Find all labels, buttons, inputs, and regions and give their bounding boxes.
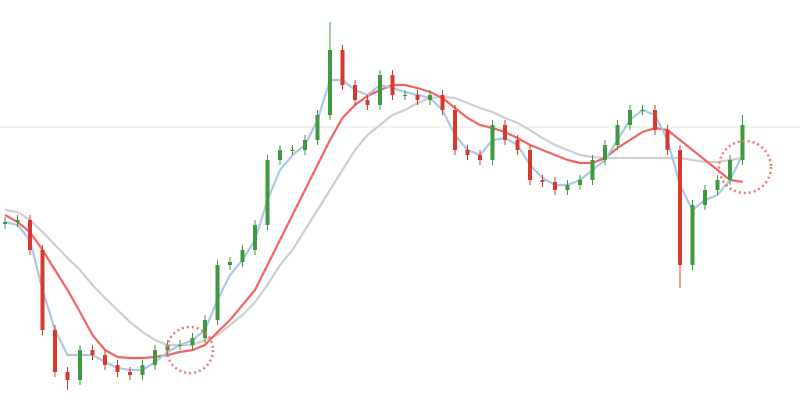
candle-body xyxy=(640,110,645,111)
candle-body xyxy=(578,180,582,185)
candle-body xyxy=(190,338,195,345)
moving-average-line xyxy=(4,78,744,372)
candle-body xyxy=(90,350,95,355)
candle-body xyxy=(703,190,707,205)
candle-body xyxy=(128,372,132,375)
candle-body xyxy=(215,265,220,320)
moving-average-line xyxy=(4,83,743,360)
candle-body xyxy=(540,180,545,182)
candle-body xyxy=(740,125,745,160)
candle-body xyxy=(353,85,357,100)
candle-body xyxy=(78,350,82,380)
candle-body xyxy=(515,140,520,150)
candle-body xyxy=(340,50,345,85)
candle-body xyxy=(415,95,420,100)
candle-body xyxy=(315,115,320,140)
candle-body xyxy=(228,262,232,265)
candle-body xyxy=(503,125,507,140)
candle-body xyxy=(140,365,145,375)
candle-body xyxy=(265,160,270,225)
candle-body xyxy=(103,355,107,365)
candle-body xyxy=(240,250,245,262)
candle-body xyxy=(178,345,182,346)
candle-body xyxy=(390,75,395,95)
highlight-circle xyxy=(717,139,773,195)
candle-body xyxy=(615,125,620,145)
candle-body xyxy=(115,365,120,372)
candle-body xyxy=(628,110,632,125)
candle-body xyxy=(590,160,595,180)
highlight-circle xyxy=(165,325,215,375)
candle-body xyxy=(440,95,445,110)
candle-body xyxy=(278,150,282,160)
candle-body xyxy=(653,110,657,130)
candle-body xyxy=(165,345,170,350)
candle-body xyxy=(403,95,407,96)
candle-body xyxy=(203,320,207,338)
candle-body xyxy=(565,185,570,190)
candle-body xyxy=(40,250,45,330)
candle-body xyxy=(253,225,257,250)
candle-body xyxy=(665,130,670,150)
candle-body xyxy=(65,372,70,380)
candle-body xyxy=(553,182,557,190)
candle-body xyxy=(603,145,607,160)
candle-body xyxy=(378,75,382,105)
candle-body xyxy=(428,95,432,100)
candle-body xyxy=(28,220,32,250)
candle-body xyxy=(3,222,7,224)
moving-average-line xyxy=(4,95,743,347)
candle-body xyxy=(690,205,695,265)
candle-body xyxy=(153,350,157,365)
candle-body xyxy=(490,125,495,160)
candle-body xyxy=(365,100,370,105)
candle-body xyxy=(453,110,457,150)
candle-body xyxy=(528,150,532,180)
plot xyxy=(0,22,800,390)
candle-body xyxy=(15,220,20,222)
candle-body xyxy=(715,180,720,190)
candle-body xyxy=(303,140,307,150)
candle-body xyxy=(328,50,332,115)
candle-body xyxy=(465,150,470,155)
candle-body xyxy=(290,150,295,151)
candle-body xyxy=(53,330,57,372)
candle-body xyxy=(478,155,482,160)
candle-body xyxy=(728,160,732,180)
candle-body xyxy=(678,150,682,265)
